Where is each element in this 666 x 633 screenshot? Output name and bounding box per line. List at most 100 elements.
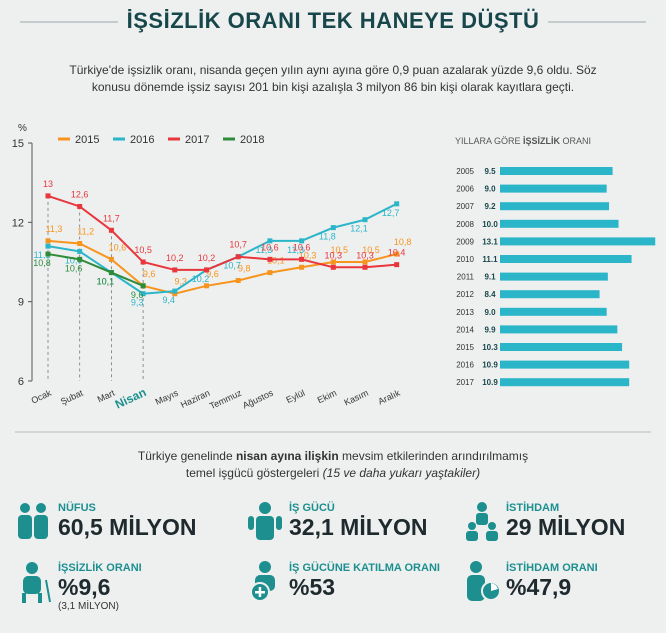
bar (500, 272, 608, 281)
label-box (480, 217, 500, 230)
data-label: 10,2 (166, 253, 184, 263)
label-box (480, 270, 500, 283)
y-tick-label: 15 (12, 138, 24, 150)
data-label: 10,8 (394, 237, 412, 247)
point (204, 283, 209, 289)
icon (250, 561, 275, 602)
point (204, 267, 209, 273)
legend-label: 2017 (185, 134, 209, 146)
x-tick-label: Nisan (113, 385, 149, 412)
y-tick-label: 2008 (456, 220, 474, 229)
data-label: 11,2 (77, 226, 94, 236)
data-label: 10,1 (267, 256, 285, 266)
stat-label: İSTİHDAM (506, 502, 560, 514)
point (45, 193, 51, 199)
stat-value: %53 (289, 574, 336, 600)
data-label: 10,8 (33, 258, 51, 268)
stat-label: İSTİHDAM ORANI (506, 562, 598, 574)
x-tick-label: Haziran (179, 388, 211, 410)
stat-note: (3,1 MİLYON) (58, 601, 119, 612)
data-label: 11,3 (255, 245, 272, 255)
label-box (480, 376, 500, 389)
point (140, 259, 146, 265)
point (172, 267, 178, 273)
data-label: 10,2 (198, 253, 216, 263)
series-line (47, 194, 397, 271)
point (45, 238, 51, 244)
data-label: 9.0 (484, 185, 496, 194)
data-label: 9.1 (484, 273, 496, 282)
stat: İŞ GÜCÜNE KATILMA ORANI %53 (245, 560, 455, 610)
point (330, 259, 336, 265)
data-label: 9,6 (143, 269, 156, 279)
stat: İŞSİZLİK ORANI %9,6 (3,1 MİLYON) (14, 560, 224, 612)
icon (22, 562, 51, 603)
data-label: 10,5 (134, 245, 152, 255)
label-box (480, 235, 500, 248)
bar-chart-title: YILLARA GÖRE İŞSİZLİK ORANI (455, 136, 591, 146)
point (267, 256, 273, 262)
label-box (480, 358, 500, 371)
data-label: 11,8 (319, 232, 336, 242)
data-label: 11,3 (46, 224, 63, 234)
data-label: 9.0 (484, 308, 496, 317)
stat-value: %47,9 (506, 574, 572, 600)
stat: İSTİHDAM ORANI %47,9 (462, 560, 666, 610)
label-box (480, 305, 500, 318)
label-box (480, 288, 500, 301)
x-tick-label: Kasım (342, 388, 369, 408)
icon (18, 503, 48, 539)
label-box (480, 323, 500, 336)
point (362, 259, 368, 265)
data-label: 9.2 (484, 202, 496, 211)
intro: Türkiye genelinde nisan ayına ilişkin me… (80, 448, 586, 482)
subtitle: Türkiye'de işsizlik oranı, nisanda geçen… (69, 63, 597, 94)
x-tick-label: Mayıs (154, 388, 180, 407)
point (394, 201, 400, 207)
data-label: 9,6 (206, 269, 219, 279)
data-label: 9.9 (484, 325, 496, 334)
point (45, 251, 51, 257)
stat: İŞ GÜCÜ 32,1 MİLYON (245, 500, 455, 550)
y-tick-label: 2005 (456, 167, 474, 176)
y-tick-label: 2009 (456, 237, 474, 246)
label-box (480, 165, 500, 177)
point (362, 264, 368, 270)
data-label: 12,7 (382, 208, 400, 218)
stat-label: İŞ GÜCÜ (289, 502, 335, 514)
bar (500, 290, 600, 299)
stat: NÜFUS 60,5 MİLYON (14, 500, 224, 550)
point (172, 291, 178, 297)
data-label: 10.3 (482, 343, 498, 352)
series-line (47, 253, 144, 287)
legend-label: 2018 (240, 134, 264, 146)
data-label: 10,3 (325, 250, 343, 260)
title: İŞSİZLİK ORANI TEK HANEYE DÜŞTÜ (126, 8, 540, 33)
icon (248, 502, 282, 540)
data-label: 10,9 (65, 255, 83, 265)
data-label: 9.5 (484, 167, 496, 176)
data-label: 10,2 (192, 274, 210, 284)
data-label: 13 (43, 179, 53, 189)
data-label: 10,6 (261, 242, 279, 252)
title-part: YILLARA GÖRE (455, 136, 524, 146)
point (108, 256, 114, 262)
stat-label: NÜFUS (58, 502, 96, 514)
data-label: 10.0 (482, 220, 498, 229)
point (45, 243, 51, 249)
point (108, 270, 114, 276)
x-tick-label: Ekim (316, 388, 338, 406)
data-label: 11,1 (34, 250, 51, 260)
series-line (47, 239, 397, 295)
y-tick-label: 6 (18, 376, 24, 388)
point (77, 240, 83, 246)
data-label: 9,3 (175, 277, 188, 287)
legend-label: 2015 (75, 134, 99, 146)
bar (500, 360, 630, 369)
y-tick-label: 2010 (456, 255, 474, 264)
y-tick-label: 12 (12, 217, 24, 229)
y-tick-label: 2012 (456, 290, 474, 299)
point (299, 264, 305, 270)
label-box (480, 182, 500, 195)
